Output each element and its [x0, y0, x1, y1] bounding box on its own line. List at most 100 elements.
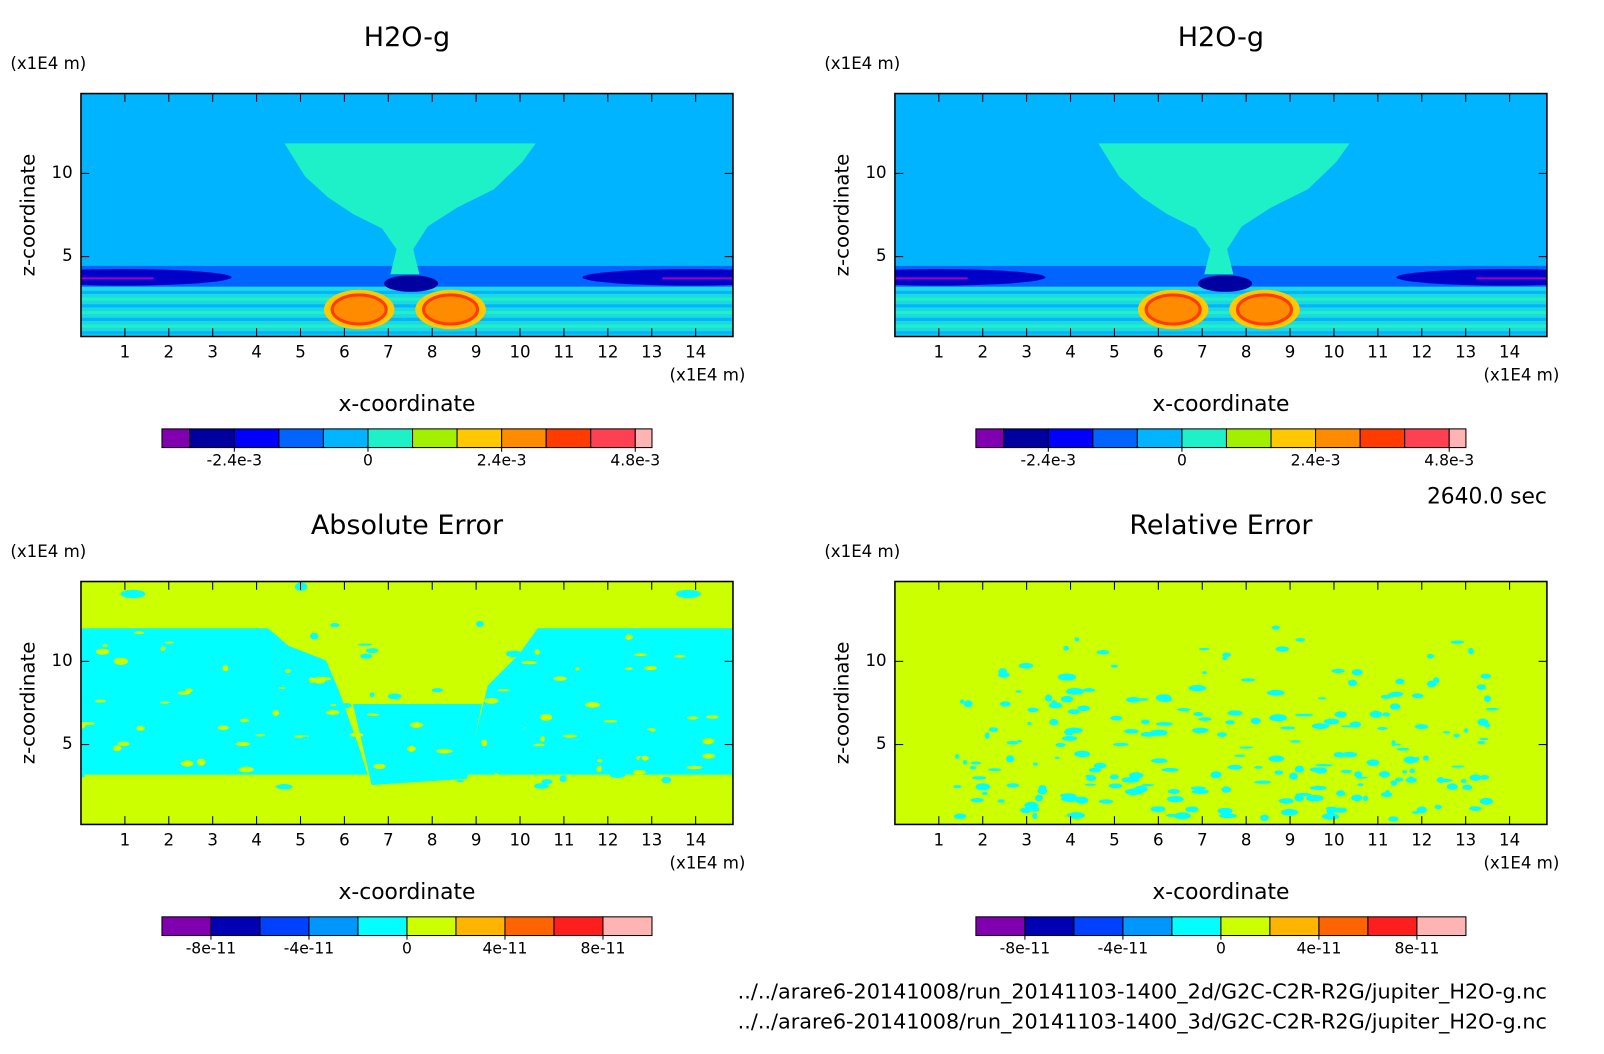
field-speck [1084, 783, 1096, 786]
field-speck [1281, 808, 1299, 816]
field-stripe [80, 331, 733, 335]
field-speck [1210, 771, 1222, 779]
field-speck [177, 691, 191, 695]
x-tick-label: 7 [1197, 343, 1208, 362]
field-speck [409, 689, 416, 697]
colorbar-tick-label: 0 [1216, 940, 1226, 958]
field-speck [214, 713, 220, 720]
field-speck [1363, 795, 1368, 802]
field-speck [963, 700, 973, 708]
field-speck [1268, 755, 1285, 762]
field-speck [1082, 688, 1095, 692]
x-tick-label: 12 [597, 343, 618, 362]
field-speck [365, 648, 379, 654]
field-speck [1185, 806, 1199, 813]
field-speck [678, 621, 685, 626]
field-speck [387, 693, 402, 700]
x-tick-label: 14 [1499, 343, 1520, 362]
field-speck [1155, 694, 1172, 702]
field-speck [402, 735, 419, 740]
field-dark [582, 269, 733, 286]
colorbar-segment [455, 916, 506, 937]
colorbar-segment [1171, 916, 1222, 937]
colorbar-segment [590, 428, 636, 449]
field-speck [110, 734, 120, 741]
field-speck [91, 746, 104, 753]
field-speck [345, 634, 354, 639]
field-speck [1057, 673, 1077, 681]
field-speck [1434, 804, 1442, 810]
field-speck [994, 768, 1002, 771]
y-tick-label: 10 [865, 163, 886, 182]
field-speck [1453, 733, 1460, 738]
field-speck [953, 813, 967, 820]
field-speck [436, 748, 453, 754]
field-speck [1485, 707, 1499, 711]
colorbar-segment [278, 428, 324, 449]
field-speck [1450, 640, 1465, 644]
field-speck [1240, 678, 1256, 682]
field-speck [1323, 718, 1340, 725]
field-speck [674, 766, 690, 774]
field-speck [494, 772, 499, 780]
field-speck [658, 641, 670, 644]
field-speck [392, 659, 397, 662]
field-speck [1088, 767, 1101, 773]
field-speck [489, 704, 501, 709]
field-speck [1067, 709, 1080, 715]
field-speck [505, 650, 523, 658]
field-speck [970, 797, 984, 803]
field-speck [1222, 655, 1227, 661]
field-speck [984, 732, 990, 740]
y-axis-label: z-coordinate [831, 642, 854, 765]
field-speck [597, 638, 614, 643]
colorbar-segment [1024, 916, 1075, 937]
field-speck [431, 688, 444, 693]
field-speck [1188, 685, 1207, 692]
field-speck [1055, 742, 1066, 748]
field-speck [80, 622, 89, 626]
field-speck [1177, 708, 1191, 712]
field-speck [702, 753, 715, 759]
contour-field [80, 581, 733, 825]
chart-title: H2O-g [364, 22, 450, 53]
field-speck [1334, 711, 1347, 718]
field-speck [1140, 783, 1155, 787]
field-speck [972, 776, 987, 780]
x-tick-label: 7 [383, 343, 394, 362]
field-speck [702, 738, 715, 745]
field-speck [1271, 625, 1280, 630]
field-speck [1369, 710, 1383, 718]
field-speck [1377, 726, 1388, 730]
field-speck [278, 686, 286, 689]
field-speck [1355, 776, 1368, 779]
field-speck [1333, 751, 1345, 758]
x-tick-label: 7 [1197, 831, 1208, 850]
x-tick-label: 11 [553, 343, 574, 362]
field-speck [85, 785, 92, 791]
field-speck [1059, 793, 1077, 798]
field-speck [540, 708, 550, 716]
field-speck [275, 784, 293, 790]
x-tick-label: 14 [685, 343, 706, 362]
colorbar-segment [501, 428, 547, 449]
field-speck [1110, 715, 1123, 721]
field-speck [1141, 719, 1150, 725]
x-tick-label: 11 [1367, 831, 1388, 850]
colorbar-segment [975, 428, 1005, 449]
field-speck [89, 716, 104, 722]
colorbar-tick-label: 2.4e-3 [477, 452, 527, 470]
field-speck [1254, 766, 1263, 769]
field-speck [624, 634, 633, 640]
colorbar-segment [161, 428, 191, 449]
field-speck [1150, 758, 1168, 764]
field-speck [1155, 722, 1173, 726]
x-axis-label: x-coordinate [1152, 392, 1289, 417]
field-speck [351, 764, 366, 770]
field-speck [1309, 785, 1327, 791]
field-speck [94, 699, 106, 703]
colorbar-segment [1367, 916, 1418, 937]
field-speck [635, 729, 652, 734]
field-speck [1427, 653, 1435, 659]
field-speck [281, 720, 293, 726]
